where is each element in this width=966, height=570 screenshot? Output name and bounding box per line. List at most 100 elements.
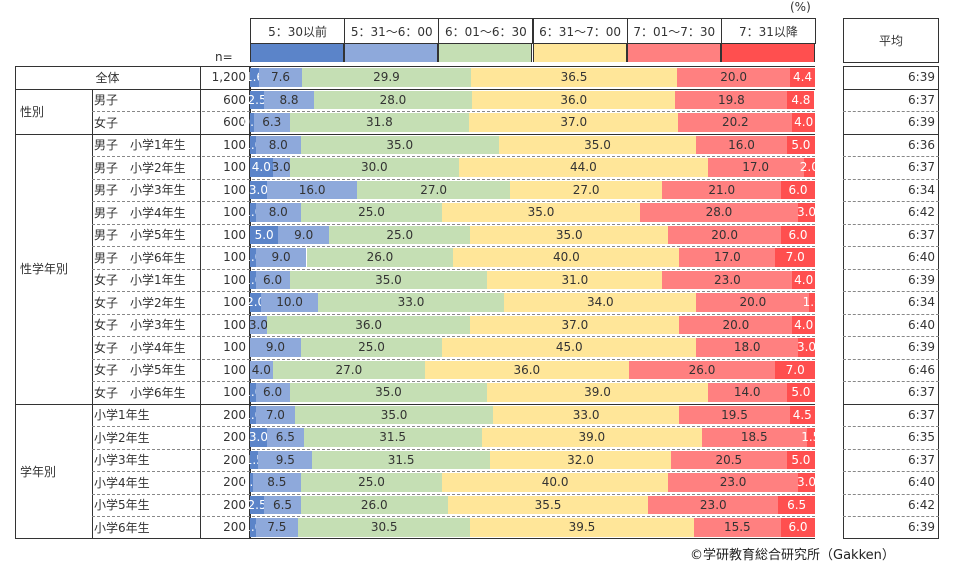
- row-divider: [843, 381, 939, 382]
- row-average: 6:37: [908, 452, 935, 467]
- bar-segment-4: 44.0: [459, 158, 708, 177]
- data-label: 18.0: [733, 340, 761, 355]
- bar-segment-6: 6.0: [781, 518, 815, 537]
- data-label: 35.0: [380, 407, 408, 422]
- data-label: 3.0: [248, 182, 269, 197]
- data-label: 36.0: [355, 317, 382, 332]
- row-label: 女子 小学1年生: [94, 273, 186, 288]
- bar-segment-4: 35.5: [447, 495, 649, 514]
- data-label: 3.0: [796, 205, 817, 220]
- bar-row: 3.0 16.0 27.0 27.0 21.0 6.0: [248, 179, 815, 202]
- data-label: 1.5: [801, 430, 821, 445]
- legend-label: 5：31～6：00: [344, 18, 440, 44]
- data-label: 35.0: [375, 272, 402, 287]
- bar-segment-5: 20.5: [670, 450, 787, 469]
- data-label: 29.9: [373, 70, 400, 85]
- row-average: 6:36: [908, 137, 935, 152]
- row-divider: [92, 493, 815, 495]
- bar-segment-5: 26.0: [628, 360, 776, 379]
- row-average: 6:37: [908, 407, 935, 422]
- data-label: 40.0: [541, 475, 569, 490]
- row-divider: [843, 268, 939, 270]
- row-divider: [92, 313, 815, 315]
- row-average: 6:35: [908, 430, 935, 445]
- data-label: 4.0: [794, 317, 814, 332]
- row-label: 小学4年生: [94, 475, 150, 490]
- row-n: 200: [223, 497, 246, 512]
- data-label: 7.0: [785, 362, 805, 377]
- bar-segment-4: 45.0: [442, 338, 697, 357]
- data-label: 8.0: [268, 205, 288, 220]
- row-n: 200: [223, 430, 246, 445]
- row-average: 6:42: [908, 497, 935, 512]
- bar-segment-5: 16.0: [696, 135, 787, 154]
- row-label: 小学2年生: [94, 430, 150, 445]
- bar-segment-2: 7.6: [259, 68, 302, 87]
- data-label: 35.0: [375, 385, 402, 400]
- row-label: 男子 小学6年生: [94, 250, 186, 265]
- row-divider: [92, 178, 815, 180]
- group-divider: [843, 88, 939, 90]
- row-average: 6:37: [908, 385, 935, 400]
- data-label: 4.4: [793, 70, 813, 85]
- data-label: 6.0: [263, 385, 283, 400]
- bar-segment-2: 10.0: [261, 293, 318, 312]
- data-label: 16.0: [298, 182, 326, 197]
- bar-segment-6: 4.0: [792, 315, 815, 334]
- row-n: 100: [223, 317, 246, 332]
- row-divider: [843, 291, 939, 292]
- bar-segment-1: 2.5: [247, 495, 267, 514]
- data-label: 2.5: [247, 497, 267, 512]
- data-label: 23.0: [699, 497, 727, 512]
- row-average: 6:42: [908, 205, 935, 220]
- bar-segment-5: 17.0: [679, 248, 776, 267]
- data-label: 37.0: [561, 317, 589, 332]
- row-label: 男子 小学1年生: [94, 138, 186, 153]
- data-label: 35.5: [534, 497, 562, 512]
- row-divider: [843, 246, 939, 247]
- data-label: 28.0: [705, 205, 733, 220]
- data-label: 3.0: [248, 317, 269, 332]
- bar-segment-3: 31.5: [312, 450, 491, 469]
- bar-segment-1: 1.5: [245, 450, 264, 469]
- row-average: 6:37: [908, 92, 935, 107]
- data-label: 10.0: [276, 295, 303, 310]
- row-divider: [843, 111, 939, 112]
- data-label: 4.8: [791, 92, 811, 107]
- data-label: 20.0: [722, 317, 750, 332]
- bar-segment-2: 9.5: [258, 450, 313, 469]
- row-average: 6:34: [908, 182, 935, 197]
- row-divider: [92, 156, 815, 157]
- bar-segment-6: 4.0: [792, 270, 815, 289]
- data-label: 19.5: [721, 407, 748, 422]
- bar-segment-2: 9.0: [250, 338, 301, 357]
- group-label: 学年別: [20, 464, 57, 479]
- row-label: 小学3年生: [94, 453, 150, 468]
- data-label: 9.0: [271, 250, 291, 265]
- bar-segment-3: 26.0: [306, 248, 454, 267]
- bar-segment-6: 6.0: [781, 225, 815, 244]
- data-label: 19.8: [718, 92, 745, 107]
- bar-row: 4.0 27.0 36.0 26.0 7.0: [250, 359, 815, 382]
- data-label: 4.0: [251, 160, 271, 175]
- data-label: 7.5: [267, 520, 287, 535]
- data-label: 45.0: [555, 340, 583, 355]
- bar-segment-4: 39.0: [487, 383, 708, 402]
- bar-segment-5: 20.0: [677, 68, 791, 87]
- data-label: 6.5: [272, 497, 293, 512]
- data-label: 3.0: [796, 475, 817, 490]
- bar-segment-4: 40.0: [442, 473, 669, 492]
- bar-segment-4: 35.0: [498, 135, 697, 154]
- row-n: 100: [223, 205, 246, 220]
- data-label: 21.0: [708, 182, 736, 197]
- legend-swatch: [532, 44, 627, 62]
- bar-segment-5: 23.0: [662, 270, 793, 289]
- row-divider: [92, 111, 815, 112]
- data-label: 2.5: [247, 92, 267, 107]
- row-label: 男子: [94, 93, 119, 108]
- row-average: 6:46: [908, 362, 935, 377]
- row-average: 6:39: [908, 70, 935, 85]
- bar-segment-4: 36.0: [425, 360, 629, 379]
- bar-row: 1.0 8.0 35.0 35.0 16.0 5.0: [243, 134, 815, 157]
